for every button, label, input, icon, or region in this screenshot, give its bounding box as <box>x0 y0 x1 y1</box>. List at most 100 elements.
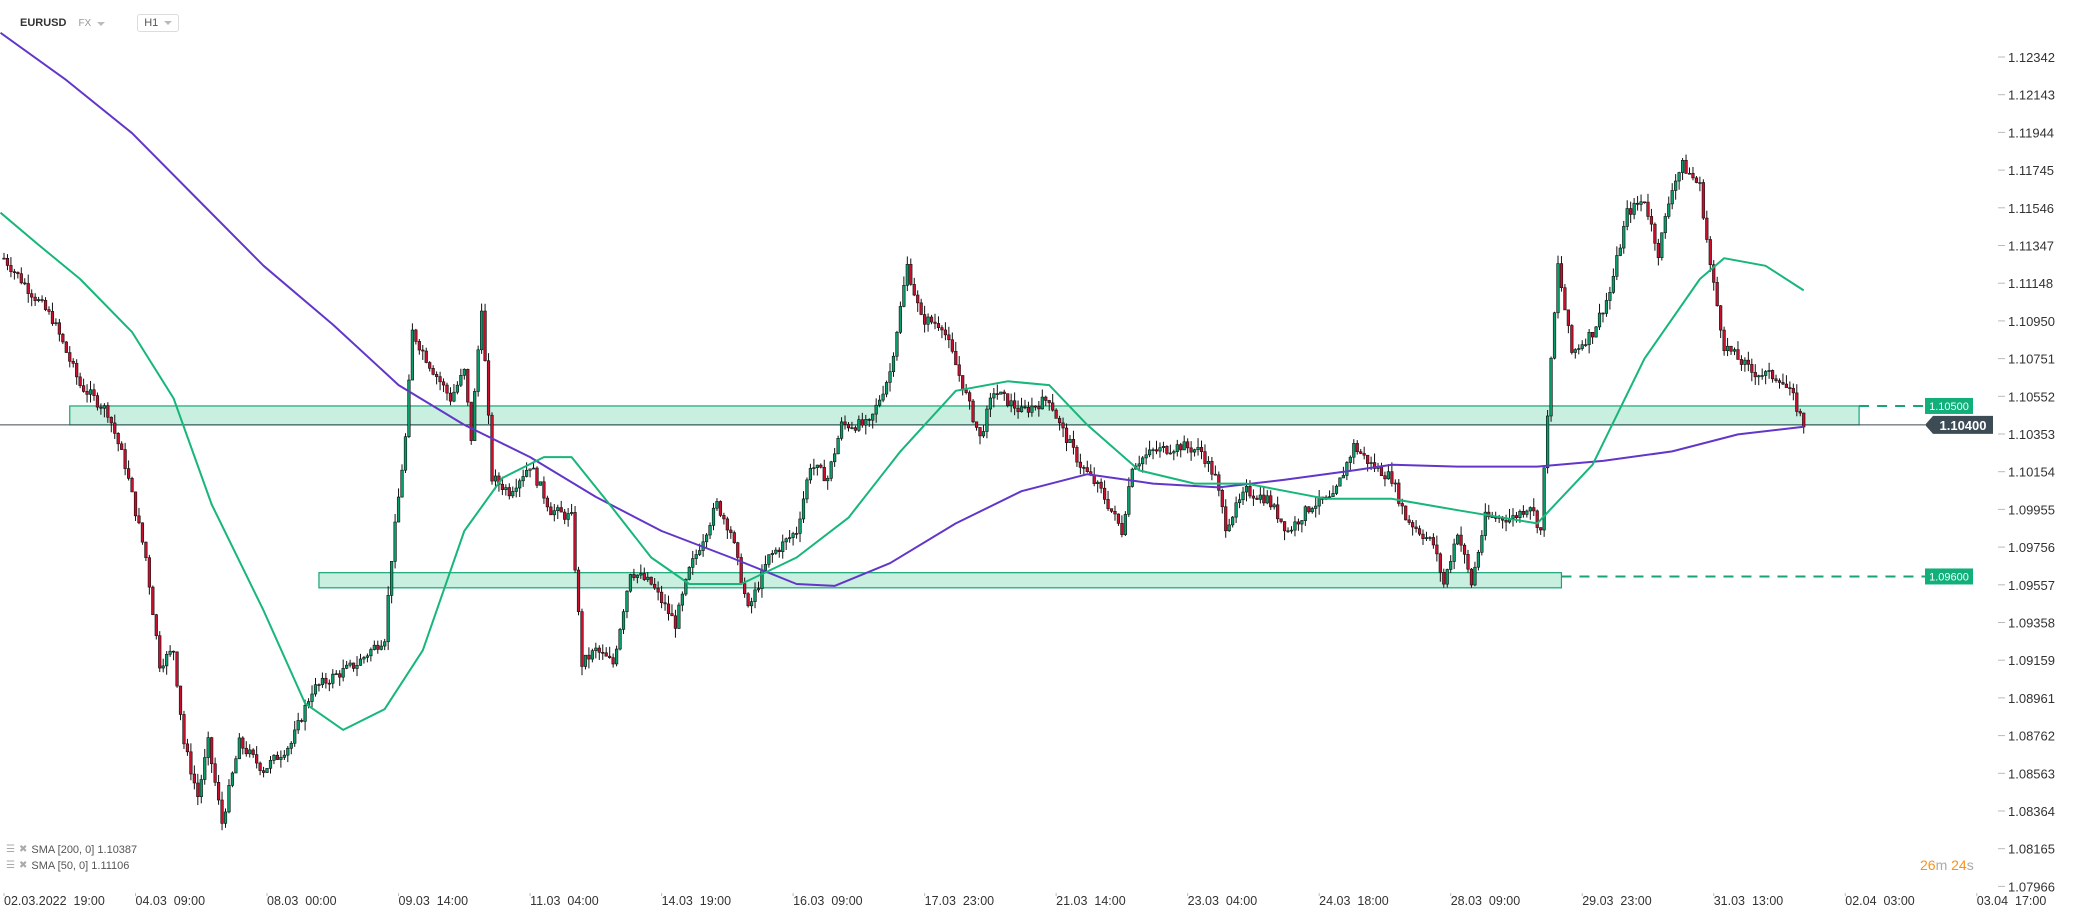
candle-bear <box>5 258 10 266</box>
candle-bull <box>514 487 518 492</box>
candle-bear <box>1023 406 1027 409</box>
candle-bear <box>1372 462 1377 469</box>
settings-icon[interactable]: ☰ <box>6 860 15 871</box>
candle-bull <box>410 329 414 381</box>
candle-bear <box>30 293 34 298</box>
candle-bull <box>583 654 588 667</box>
candle-bear <box>549 506 553 516</box>
candle-bear <box>1002 391 1006 394</box>
candle-bull <box>272 754 276 761</box>
candle-bear <box>846 424 851 429</box>
candle-bull <box>1618 247 1622 256</box>
candle-bear <box>563 511 567 520</box>
legend-sma200: ☰ ✖ SMA [200, 0] 1.10387 <box>6 842 137 858</box>
candle-bear <box>860 419 864 426</box>
x-tick-label: 31.03 13:00 <box>1714 894 1784 908</box>
candle-bull <box>168 650 172 655</box>
candle-bull <box>888 371 892 383</box>
candle-bear <box>258 762 262 771</box>
candle-bear <box>933 321 937 324</box>
candle-bear <box>1116 513 1121 524</box>
candle-bull <box>1019 406 1024 413</box>
candle-bear <box>940 327 944 331</box>
candle-bear <box>1715 282 1719 307</box>
candle-bear <box>1784 383 1789 388</box>
candle-bear <box>1705 217 1709 240</box>
timeframe-label: H1 <box>144 17 159 29</box>
candle-bull <box>902 285 906 307</box>
candle-bull <box>528 468 532 471</box>
candle-bear <box>1075 447 1079 463</box>
timer-minutes-unit: m <box>1935 857 1948 873</box>
chart-header: EURUSD FX H1 <box>20 14 180 32</box>
candle-bull <box>459 375 463 386</box>
x-tick-label: 28.03 09:00 <box>1451 894 1521 908</box>
candle-bull <box>1161 445 1166 449</box>
x-tick-label: 02.03.2022 19:00 <box>4 894 105 908</box>
candle-bear <box>1691 172 1695 179</box>
current-price-label: 1.10400 <box>1940 418 1987 433</box>
candle-bear <box>95 395 100 408</box>
candle-bear <box>47 309 51 312</box>
candle-bear <box>324 677 328 684</box>
candle-bear <box>559 507 563 513</box>
close-icon[interactable]: ✖ <box>18 860 28 871</box>
candle-bear <box>113 422 117 434</box>
timeframe-dropdown[interactable]: H1 <box>137 14 180 32</box>
candle-bull <box>54 322 58 325</box>
candle-bull <box>1549 357 1553 417</box>
candle-bull <box>784 538 788 543</box>
candle-bull <box>1767 370 1771 372</box>
candle-bull <box>1030 405 1034 413</box>
candle-bull <box>165 653 169 667</box>
candle-bull <box>1141 457 1145 465</box>
candle-bull <box>812 467 816 469</box>
candle-bull <box>1334 485 1339 494</box>
candle-bear <box>431 368 435 375</box>
candle-bear <box>116 433 120 445</box>
candle-bear <box>1165 445 1169 454</box>
settings-icon[interactable]: ☰ <box>6 844 15 855</box>
candle-bear <box>1186 441 1190 449</box>
candle-bear <box>1788 387 1792 389</box>
candle-bear <box>421 349 425 352</box>
y-tick-label: 1.08165 <box>2008 842 2055 857</box>
current-price-tag <box>1925 415 1993 434</box>
candle-bull <box>1680 160 1685 173</box>
candle-bull <box>788 537 792 540</box>
candle-bear <box>1282 521 1287 532</box>
x-tick-label: 17.03 23:00 <box>925 894 995 908</box>
candle-bear <box>469 401 473 441</box>
candle-bear <box>1504 519 1508 523</box>
y-tick-label: 1.09159 <box>2008 653 2055 668</box>
candle-bear <box>670 613 674 617</box>
candle-bull <box>102 405 106 409</box>
candle-bear <box>9 265 13 272</box>
candle-countdown: 26m 24s <box>1920 857 1974 873</box>
candle-bear <box>954 351 958 366</box>
market-selector[interactable]: FX <box>78 17 106 29</box>
candle-bull <box>455 384 459 393</box>
candle-bear <box>1601 312 1605 315</box>
candle-bear <box>1054 409 1058 419</box>
candle-bear <box>1514 515 1519 518</box>
candle-bull <box>1663 216 1667 234</box>
y-tick-label: 1.08563 <box>2008 766 2055 781</box>
candle-bull <box>781 541 785 552</box>
candle-bear <box>151 586 155 615</box>
close-icon[interactable]: ✖ <box>18 844 28 855</box>
symbol-label[interactable]: EURUSD <box>20 17 67 29</box>
candle-bear <box>64 341 68 353</box>
candle-bear <box>1120 523 1124 535</box>
candle-bull <box>1632 202 1636 215</box>
candle-bear <box>210 737 214 765</box>
candle-bear <box>61 333 65 343</box>
candle-bear <box>23 282 27 285</box>
candle-bear <box>1006 393 1010 407</box>
candle-bull <box>358 658 363 666</box>
candle-bear <box>611 657 615 665</box>
candle-bull <box>1615 255 1619 277</box>
market-label: FX <box>78 17 92 29</box>
candle-bull <box>504 487 508 490</box>
